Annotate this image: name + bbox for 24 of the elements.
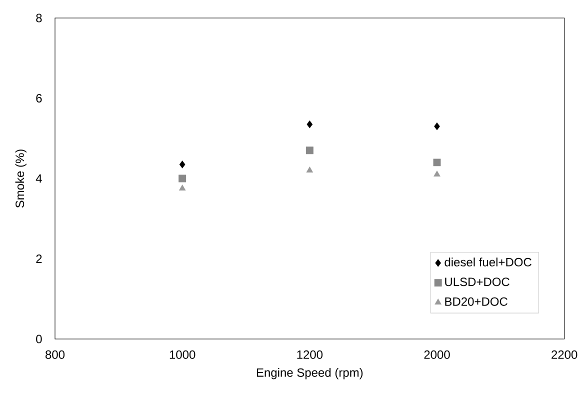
x-tick-label: 800 bbox=[46, 350, 65, 359]
y-tick-label: 0 bbox=[36, 334, 42, 344]
y-tick-label: 4 bbox=[36, 174, 42, 183]
point bbox=[434, 170, 440, 176]
y-tick-label: 8 bbox=[36, 14, 42, 22]
point bbox=[179, 160, 186, 168]
x-tick-label: 2200 bbox=[552, 350, 578, 359]
point bbox=[179, 184, 186, 191]
point bbox=[306, 166, 313, 172]
point bbox=[178, 174, 186, 182]
point bbox=[434, 122, 440, 130]
y-axis-title: Smoke (%) bbox=[15, 150, 26, 208]
x-tick-label: 2000 bbox=[424, 350, 450, 359]
point bbox=[306, 120, 313, 128]
legend-label: ULSD+DOC bbox=[445, 278, 510, 286]
y-tick-label: 2 bbox=[36, 254, 42, 263]
point bbox=[306, 146, 314, 154]
x-axis-title: Engine Speed (rpm) bbox=[256, 368, 363, 380]
x-tick-label: 1200 bbox=[297, 350, 323, 359]
legend-label: BD20+DOC bbox=[445, 297, 508, 306]
legend-label: diesel fuel+DOC bbox=[444, 258, 532, 266]
point bbox=[433, 158, 441, 166]
y-tick-label: 6 bbox=[36, 94, 42, 103]
x-tick-label: 1000 bbox=[170, 350, 196, 359]
